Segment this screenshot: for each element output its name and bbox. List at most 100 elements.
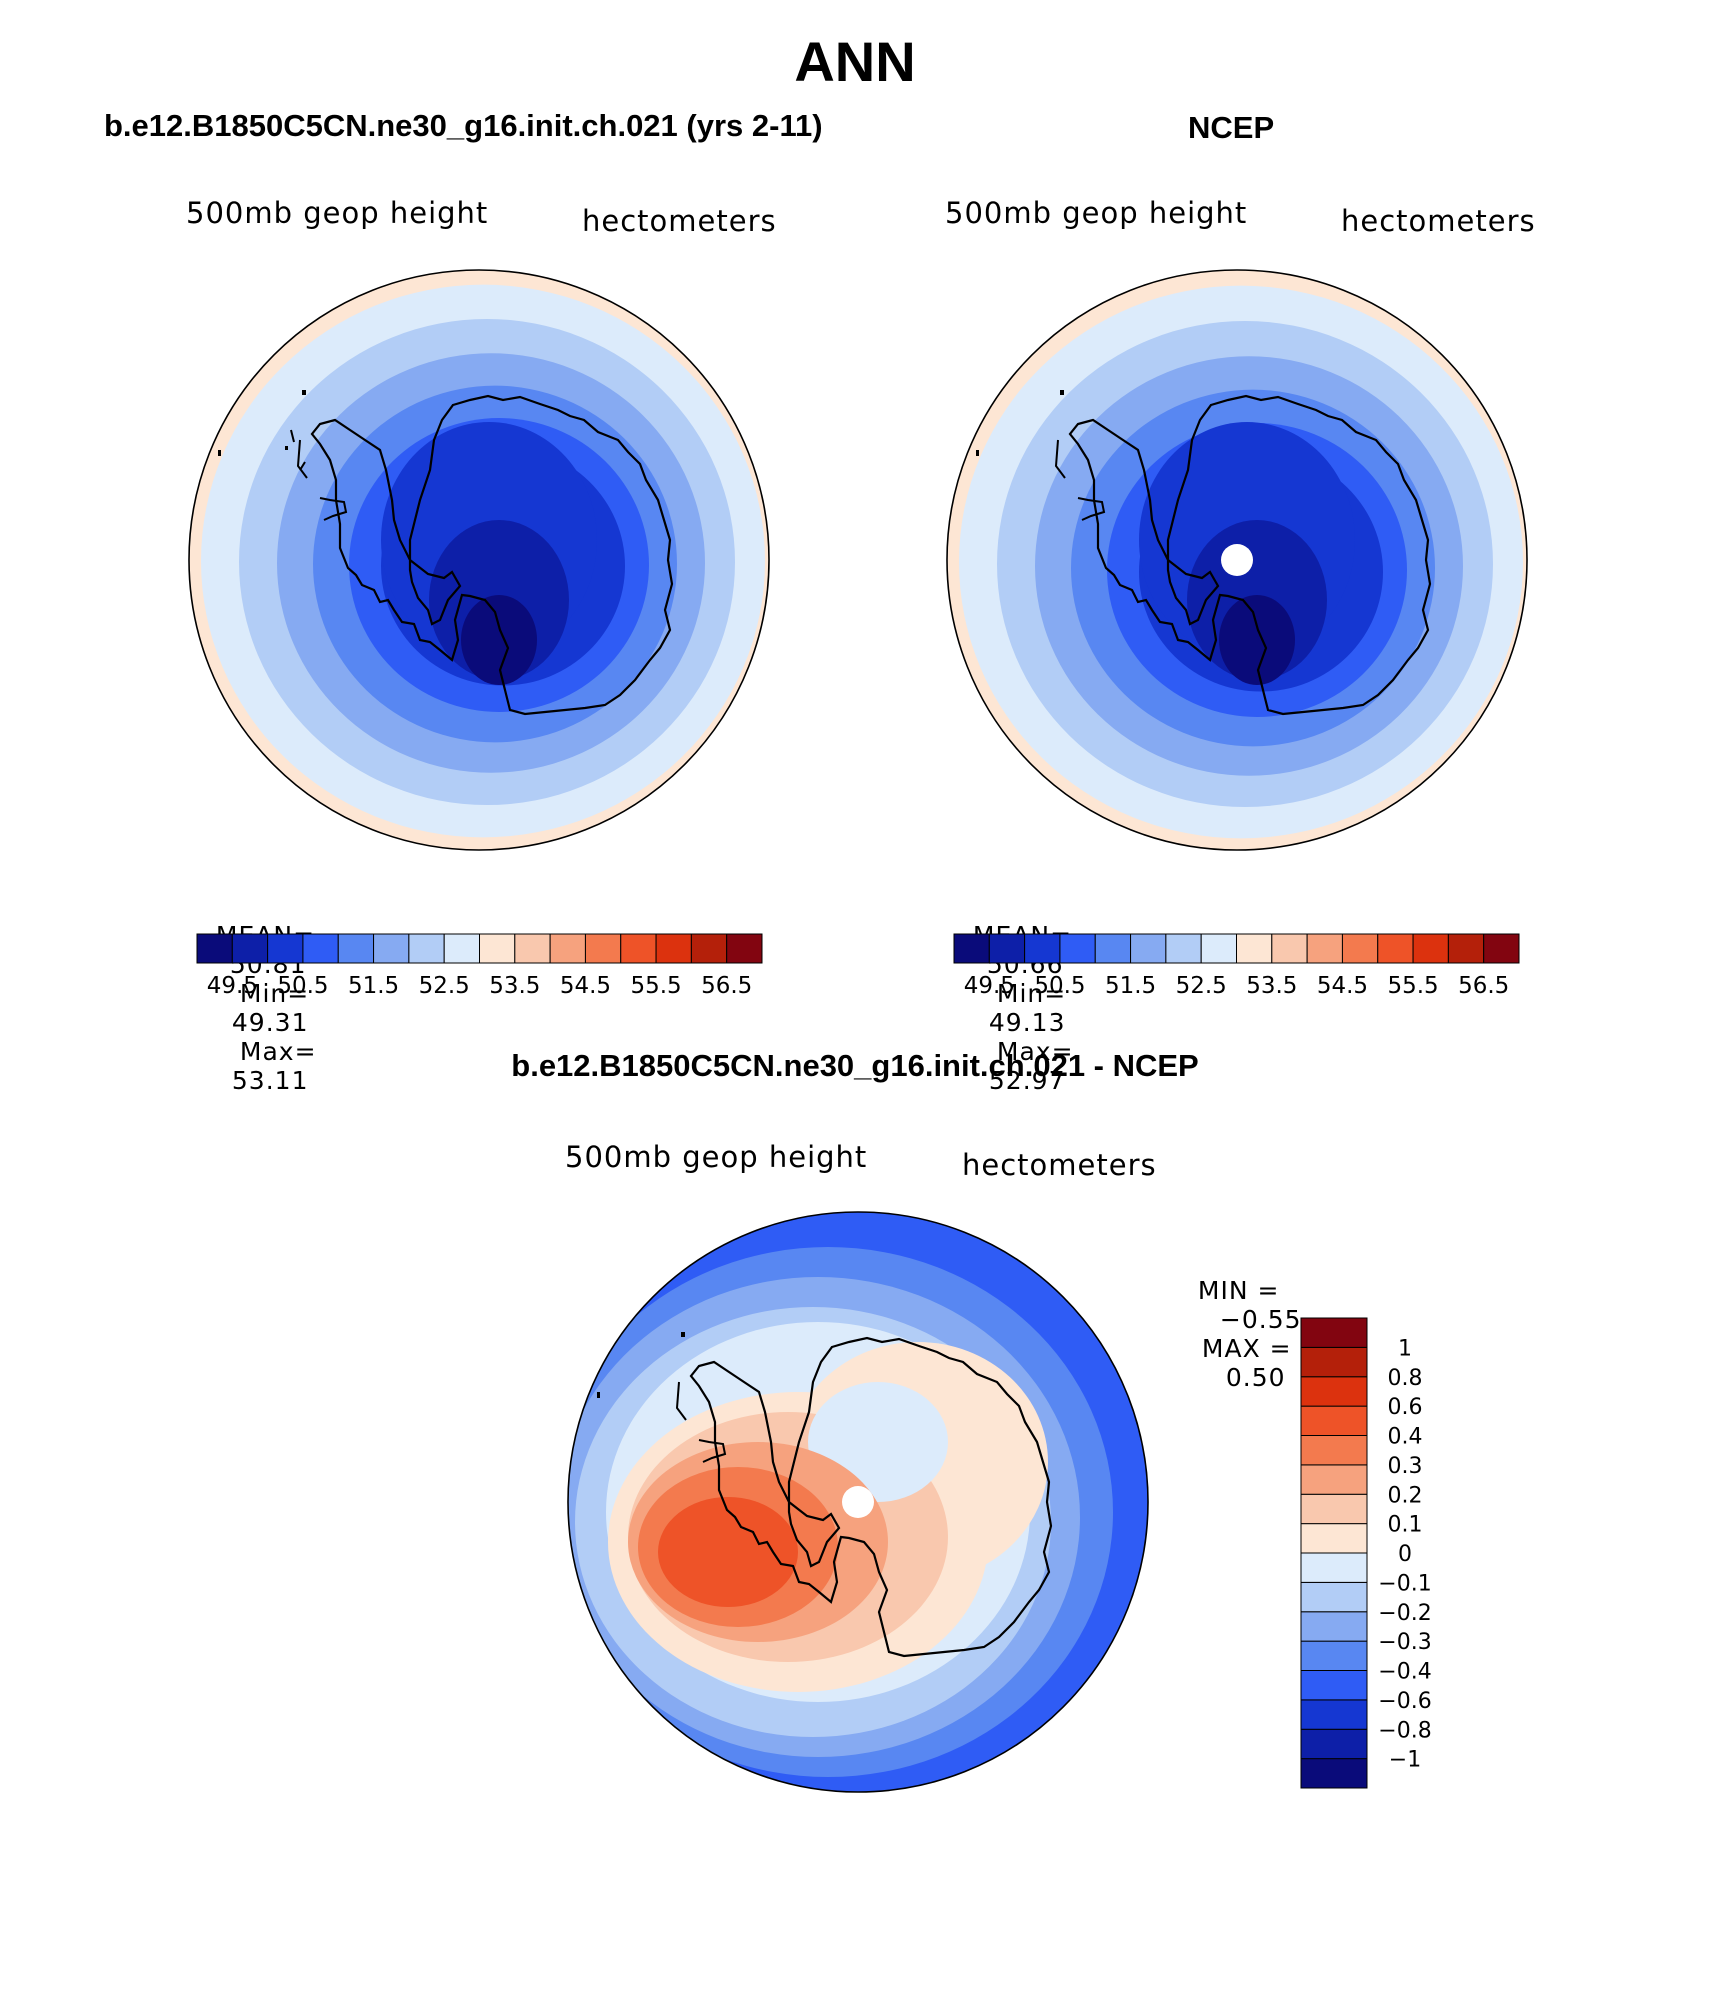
colorbar-tick-label: 56.5: [1458, 973, 1509, 999]
colorbar-tick-label: −0.1: [1378, 1571, 1431, 1596]
panel-title-model: b.e12.B1850C5CN.ne30_g16.init.ch.021 (yr…: [104, 108, 823, 143]
colorbar-swatch: [1377, 933, 1414, 964]
colorbar-swatch: [1300, 1611, 1368, 1642]
antarctica-coastline: [1068, 394, 1432, 716]
colorbar-swatch: [1300, 1523, 1368, 1554]
figure-title: ANN: [794, 30, 916, 93]
colorbar-swatch: [1300, 1758, 1368, 1789]
colorbar-tick-label: 49.5: [964, 973, 1015, 999]
antarctica-coastline: [310, 394, 674, 716]
colorbar-tick-label: 51.5: [348, 973, 399, 999]
colorbar-swatch: [1300, 1493, 1368, 1525]
colorbar-swatch: [549, 933, 586, 964]
colorbar-tick-label: 50.5: [1034, 973, 1085, 999]
colorbar-tick-label: −0.2: [1378, 1601, 1431, 1626]
colorbar-swatch: [655, 933, 692, 964]
colorbar-swatch: [267, 933, 304, 964]
colorbar-obs: 49.5 50.5 51.5 52.5 53.5 54.5 55.5 56.5: [953, 933, 1520, 999]
colorbar-tick-label: −0.3: [1378, 1630, 1431, 1655]
colorbar-swatch: [1236, 933, 1273, 964]
colorbar-swatch: [1447, 933, 1485, 964]
colorbar-swatch: [1300, 1464, 1368, 1495]
colorbar-model: 49.5 50.5 51.5 52.5 53.5 54.5 55.5 56.5: [196, 933, 763, 999]
min-value: 49.13: [988, 1008, 1066, 1037]
panel-title-difference: b.e12.B1850C5CN.ne30_g16.init.ch.021 - N…: [511, 1048, 1199, 1083]
colorbar-tick-label: 49.5: [207, 973, 258, 999]
colorbar-swatch: [1300, 1405, 1368, 1436]
colorbar-swatch: [1483, 933, 1520, 964]
colorbar-swatch: [443, 933, 480, 964]
colorbar-swatch: [1306, 933, 1343, 964]
colorbar-tick-label: 54.5: [1317, 973, 1368, 999]
colorbar-swatch: [1130, 933, 1167, 964]
colorbar-tick-label: 1: [1398, 1336, 1412, 1361]
min-label: Min=: [996, 979, 1067, 1008]
pole-hole: [1221, 544, 1253, 576]
min-label: Min=: [239, 979, 310, 1008]
colorbar-swatch: [1300, 1670, 1368, 1701]
colorbar-swatch: [337, 933, 375, 964]
max-value: 0.50: [1225, 1363, 1286, 1392]
colorbar-swatch: [1300, 1346, 1368, 1378]
colorbar-swatch: [1300, 1581, 1368, 1613]
colorbar-swatch: [1300, 1435, 1368, 1466]
colorbar-swatch: [373, 933, 410, 964]
contour-band: [658, 1497, 798, 1607]
colorbar-swatch: [1094, 933, 1132, 964]
colorbar-tick-label: 52.5: [419, 973, 470, 999]
colorbar-swatch: [479, 933, 516, 964]
colorbar-swatch: [584, 933, 622, 964]
colorbar-swatch: [302, 933, 339, 964]
colorbar-tick-label: 0: [1398, 1542, 1412, 1567]
colorbar-tick-label: 52.5: [1176, 973, 1227, 999]
units-label-model: hectometers: [582, 204, 777, 238]
colorbar-tick-label: −0.8: [1378, 1718, 1431, 1743]
colorbar-tick-label: 0.1: [1388, 1513, 1423, 1538]
colorbar-tick-label: 51.5: [1105, 973, 1156, 999]
colorbar-tick-label: 50.5: [277, 973, 328, 999]
colorbar-swatch: [620, 933, 657, 964]
variable-label-obs: 500mb geop height: [945, 196, 1248, 230]
antarctica-coastline: [689, 1336, 1053, 1658]
polar-map-model: [188, 269, 770, 851]
colorbar-swatch: [953, 933, 990, 964]
max-value: 53.11: [231, 1066, 309, 1095]
min-label: MIN =: [1197, 1276, 1280, 1305]
colorbar-swatch: [196, 933, 233, 964]
colorbar-swatch: [1200, 933, 1237, 964]
min-value: −0.55: [1219, 1305, 1302, 1334]
colorbar-tick-label: 0.8: [1388, 1366, 1423, 1391]
stats-difference: MIN = −0.55 MAX = 0.50: [1180, 1247, 1302, 1392]
max-label: Max=: [239, 1037, 317, 1066]
variable-label-difference: 500mb geop height: [565, 1140, 868, 1174]
min-value: 49.31: [231, 1008, 309, 1037]
contour-band: [1219, 595, 1295, 685]
max-value: 52.97: [988, 1066, 1066, 1095]
colorbar-tick-label: 0.4: [1388, 1425, 1423, 1450]
colorbar-tick-label: 55.5: [1387, 973, 1438, 999]
colorbar-swatch: [1024, 933, 1061, 964]
colorbar-tick-label: 53.5: [1246, 973, 1297, 999]
colorbar-swatch: [1271, 933, 1308, 964]
colorbar-swatch: [1300, 1376, 1368, 1407]
colorbar-tick-label: 0.3: [1388, 1454, 1423, 1479]
units-label-obs: hectometers: [1341, 204, 1536, 238]
colorbar-swatch: [1341, 933, 1379, 964]
units-label-difference: hectometers: [962, 1148, 1157, 1182]
colorbar-swatch: [1300, 1640, 1368, 1671]
variable-label-model: 500mb geop height: [186, 196, 489, 230]
colorbar-tick-label: −1: [1389, 1748, 1421, 1773]
colorbar-swatch: [988, 933, 1026, 964]
pole-hole: [842, 1486, 874, 1518]
colorbar-swatch: [514, 933, 551, 964]
colorbar-difference: −1 −0.8 −0.6 −0.4 −0.3 −0.2 −0.1 0 0.1 0.2 0.3 0.4 0…: [1300, 1317, 1432, 1789]
colorbar-swatch: [1165, 933, 1202, 964]
colorbar-tick-label: −0.4: [1378, 1660, 1431, 1685]
colorbar-swatch: [1300, 1699, 1368, 1730]
max-label: Max=: [996, 1037, 1074, 1066]
colorbar-tick-label: 55.5: [630, 973, 681, 999]
colorbar-swatch: [1300, 1728, 1368, 1760]
colorbar-tick-label: 54.5: [560, 973, 611, 999]
colorbar-tick-label: 53.5: [489, 973, 540, 999]
